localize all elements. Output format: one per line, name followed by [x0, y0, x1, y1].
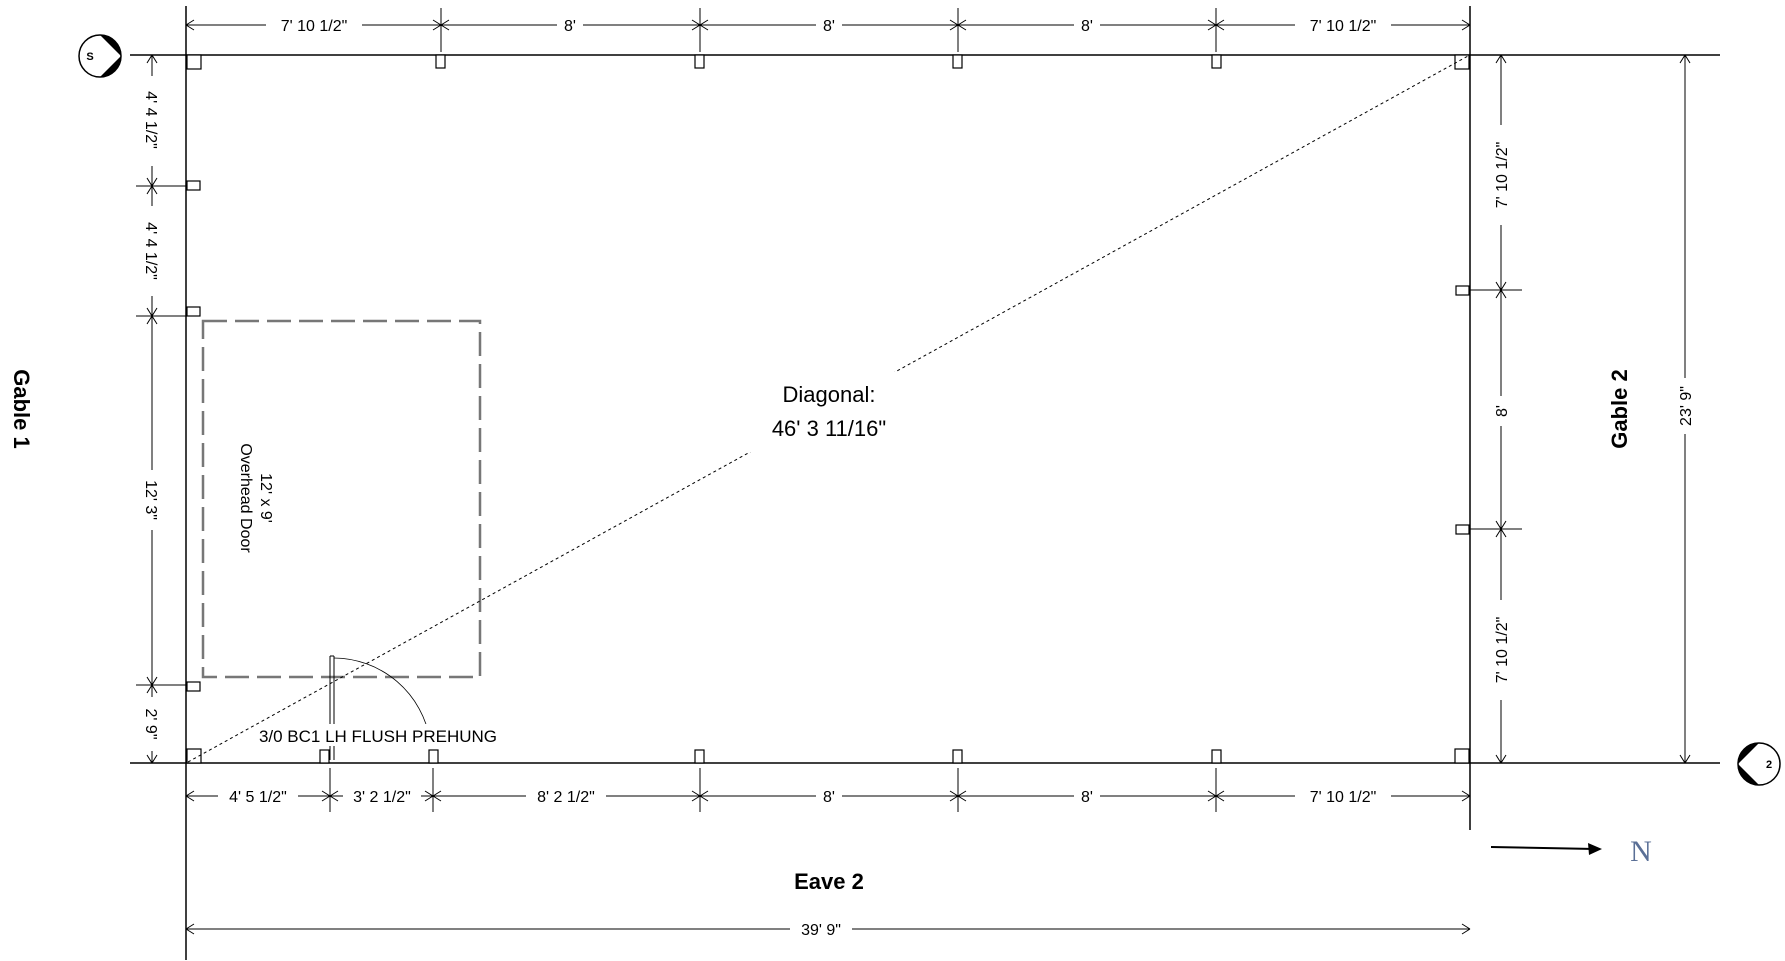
bottom-dim-6: 7' 10 1/2" [1310, 789, 1377, 806]
left-dim-2: 4' 4 1/2" [142, 222, 159, 280]
section-marker-1: S 1 [78, 34, 122, 78]
section-marker-1-number: 1 [106, 51, 112, 63]
section-marker-2-number: 2 [1766, 759, 1772, 771]
left-dimension-labels: 4' 4 1/2" 4' 4 1/2" 12' 3" 2' 9" [142, 76, 162, 751]
right-dim-3: 7' 10 1/2" [1494, 617, 1511, 684]
section-marker-2: S 2 [1737, 742, 1781, 786]
top-dim-5: 7' 10 1/2" [1310, 18, 1377, 35]
left-dim-1: 4' 4 1/2" [142, 91, 159, 149]
diagonal-title: Diagonal: [783, 382, 876, 407]
bottom-dim-2: 3' 2 1/2" [353, 789, 411, 806]
gable-1-label: Gable 1 [9, 369, 34, 448]
top-dim-1: 7' 10 1/2" [281, 18, 348, 35]
section-marker-1-letter: S [86, 51, 93, 63]
posts [186, 54, 1470, 764]
overall-depth-label: 23' 9" [1678, 386, 1695, 426]
top-dim-4: 8' [1081, 18, 1093, 35]
north-arrow-icon [1490, 843, 1602, 855]
left-dim-3: 12' 3" [142, 480, 159, 520]
right-dim-1: 7' 10 1/2" [1494, 142, 1511, 209]
overhead-door-size: 12' x 9' [257, 473, 274, 523]
right-dimension-labels: 7' 10 1/2" 8' 7' 10 1/2" [1491, 125, 1511, 700]
bottom-dim-4: 8' [823, 789, 835, 806]
bottom-dim-1: 4' 5 1/2" [229, 789, 287, 806]
bottom-dimension-labels: 4' 5 1/2" 3' 2 1/2" 8' 2 1/2" 8' 8' 7' 1… [218, 786, 1391, 806]
bottom-dim-5: 8' [1081, 789, 1093, 806]
top-dim-3: 8' [823, 18, 835, 35]
north-label: N [1630, 835, 1652, 868]
right-dim-2: 8' [1494, 405, 1511, 417]
left-dimension-line [136, 54, 186, 764]
diagonal-line [187, 55, 1469, 763]
building-outline [130, 6, 1720, 960]
top-dim-2: 8' [564, 18, 576, 35]
left-dim-4: 2' 9" [142, 709, 159, 740]
top-dimension-line [185, 8, 1471, 52]
overall-width-label: 39' 9" [801, 922, 841, 939]
bottom-dim-3: 8' 2 1/2" [537, 789, 595, 806]
section-marker-2-letter: S [1746, 759, 1753, 771]
gable-2-label: Gable 2 [1607, 369, 1632, 448]
diagonal-value: 46' 3 11/16" [772, 416, 886, 441]
top-dimension-labels: 7' 10 1/2" 8' 8' 8' 7' 10 1/2" [266, 15, 1391, 35]
eave-2-label: Eave 2 [794, 869, 864, 894]
overhead-door-label: Overhead Door [237, 443, 254, 553]
walk-door-label: 3/0 BC1 LH FLUSH PREHUNG [259, 727, 497, 746]
